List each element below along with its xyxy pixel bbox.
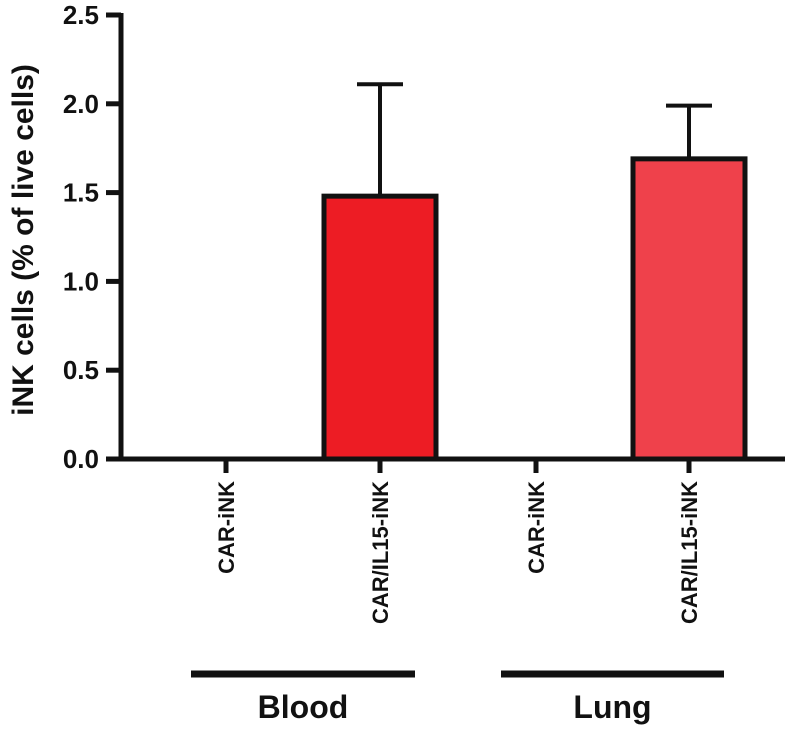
x-tick-label: CAR/IL15-iNK — [677, 481, 702, 624]
bar — [321, 193, 439, 462]
y-tick-label: 1.0 — [63, 266, 99, 296]
y-axis-title: iNK cells (% of live cells) — [7, 64, 40, 416]
group-label: Lung — [573, 689, 651, 725]
x-tick-label: CAR-iNK — [214, 481, 239, 574]
y-tick-label: 2.5 — [63, 0, 99, 30]
y-tick-label: 2.0 — [63, 89, 99, 119]
bars-layer — [321, 82, 748, 462]
group-label: Blood — [258, 689, 349, 725]
x-tick-label: CAR-iNK — [524, 481, 549, 574]
axes-layer — [106, 12, 785, 678]
bar — [630, 156, 748, 462]
labels-layer: 0.0 0.5 1.0 1.5 2.0 2.5 CAR-iNK CAR/IL15-iNK CAR… — [63, 0, 702, 725]
y-tick-label: 0.0 — [63, 444, 99, 474]
y-tick-label: 1.5 — [63, 178, 99, 208]
y-tick-label: 0.5 — [63, 355, 99, 385]
x-tick-label: CAR/IL15-iNK — [368, 481, 393, 624]
